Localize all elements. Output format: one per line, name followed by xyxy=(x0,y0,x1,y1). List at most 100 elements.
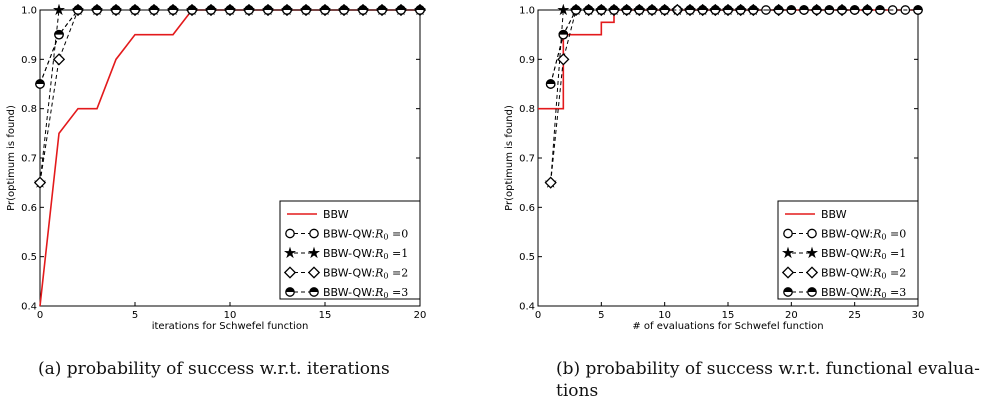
data-point-bbw-qw-r0-3 xyxy=(339,5,349,15)
data-point-bbw-qw-r0-3 xyxy=(685,5,695,15)
marker-fill xyxy=(913,5,923,10)
data-point-bbw-qw-r0-3 xyxy=(773,5,784,15)
legend-marker-bbw-qw-r0-1 xyxy=(805,246,819,259)
y-tick-label: 0.6 xyxy=(21,203,37,214)
legend-marker-bbw-qw-r0-0 xyxy=(807,228,817,239)
data-point-bbw-qw-r0-3 xyxy=(862,5,873,15)
plot-area xyxy=(538,4,923,189)
marker-fill xyxy=(698,5,707,10)
data-point-bbw-qw-r0-3 xyxy=(735,5,746,15)
marker-fill xyxy=(850,5,859,10)
y-tick-label: 0.7 xyxy=(21,154,37,165)
marker-fill xyxy=(320,5,330,10)
x-tick-label: 20 xyxy=(785,310,798,321)
data-point-bbw-qw-r0-3 xyxy=(824,5,835,15)
data-point-bbw-qw-r0-1 xyxy=(52,4,66,16)
data-point-bbw-qw-r0-3 xyxy=(571,5,581,15)
y-tick-label: 0.4 xyxy=(519,302,535,313)
marker-fill xyxy=(825,5,834,10)
y-tick-label: 0.6 xyxy=(519,203,535,214)
marker-fill xyxy=(149,5,159,10)
legend-marker-bbw-qw-r0-3 xyxy=(309,287,319,297)
x-tick-label: 0 xyxy=(535,310,541,321)
x-tick-label: 30 xyxy=(912,310,925,321)
x-tick-label: 10 xyxy=(658,310,671,321)
legend-label-bbw: BBW xyxy=(821,208,847,221)
data-point-bbw-qw-r0-3 xyxy=(73,5,83,15)
marker-fill xyxy=(635,5,644,10)
marker-fill xyxy=(187,5,197,10)
data-point-bbw-qw-r0-2 xyxy=(544,176,557,189)
legend-frame xyxy=(279,200,421,300)
legend-frame xyxy=(777,200,919,300)
legend-marker-bbw-qw-r0-0 xyxy=(285,228,295,239)
marker-fill xyxy=(377,5,387,10)
marker-fill xyxy=(285,287,295,292)
marker-fill xyxy=(339,5,349,10)
legend-marker-bbw-qw-r0-2 xyxy=(805,266,819,279)
marker-fill xyxy=(130,5,140,10)
x-tick-label: 25 xyxy=(848,310,861,321)
data-point-bbw-qw-r0-3 xyxy=(558,29,569,40)
data-point-bbw-qw-r0-3 xyxy=(659,5,670,15)
data-point-bbw-qw-r0-3 xyxy=(748,5,759,15)
data-point-bbw-qw-r0-3 xyxy=(583,5,594,15)
data-point-bbw-qw-r0-3 xyxy=(799,5,809,15)
legend-marker-bbw-qw-r0-0 xyxy=(309,228,319,239)
data-point-bbw-qw-r0-3 xyxy=(396,5,406,15)
data-point-bbw-qw-r0-3 xyxy=(301,5,311,15)
data-point-bbw-qw-r0-3 xyxy=(358,5,368,15)
y-tick-label: 1.0 xyxy=(21,6,37,17)
marker-fill xyxy=(875,5,885,10)
legend-marker-bbw-qw-r0-0 xyxy=(783,228,793,239)
data-point-bbw-qw-r0-2 xyxy=(671,4,684,17)
data-point-bbw-qw-r0-3 xyxy=(168,5,178,15)
marker-fill xyxy=(807,287,817,292)
legend-marker-bbw-qw-r0-2 xyxy=(307,266,321,279)
marker-fill xyxy=(647,5,657,10)
data-point-bbw-qw-r0-3 xyxy=(92,5,102,15)
data-point-bbw-qw-r0-3 xyxy=(837,5,847,15)
marker-fill xyxy=(736,5,745,10)
x-tick-label: 20 xyxy=(414,310,427,321)
data-point-bbw-qw-r0-3 xyxy=(647,5,657,15)
marker-fill xyxy=(749,5,758,10)
legend: BBW BBW-QW:R0 =0 BBW-QW:R0 =1 BBW-QW:R0 =2 B… xyxy=(777,200,919,300)
legend-label-bbw: BBW xyxy=(323,208,349,221)
marker-fill xyxy=(309,287,319,292)
data-point-bbw-qw-r0-3 xyxy=(282,5,292,15)
data-point-bbw-qw-r0-3 xyxy=(849,5,860,15)
chart-b-svg: 0.4 0.5 0.6 0.7 0.8 0.9 1.0 0 5 10 15 20 25 30 # of ev… xyxy=(504,4,925,332)
y-tick-label: 0.5 xyxy=(21,252,37,263)
legend-label-bbw-qw-r0-0: BBW-QW:R0 =0 xyxy=(323,228,408,242)
caption-a: (a) probability of success w.r.t. iterat… xyxy=(38,359,390,379)
legend-label-bbw-qw-r0-3: BBW-QW:R0 =3 xyxy=(821,286,906,300)
data-point-bbw-qw-r0-3 xyxy=(786,5,797,15)
data-point-bbw-qw-r0-3 xyxy=(596,5,607,15)
y-tick-label: 0.8 xyxy=(21,104,37,115)
data-point-bbw-qw-r0-3 xyxy=(263,5,273,15)
marker-fill xyxy=(837,5,847,10)
data-point-bbw-qw-r0-3 xyxy=(875,5,885,15)
data-point-bbw-qw-r0-3 xyxy=(415,5,425,15)
marker-fill xyxy=(225,5,235,10)
marker-fill xyxy=(73,5,83,10)
marker-fill xyxy=(622,5,631,10)
data-point-bbw-qw-r0-3 xyxy=(320,5,330,15)
legend-marker-bbw-qw-r0-3 xyxy=(807,287,817,297)
x-axis-label: iterations for Schwefel function xyxy=(152,321,309,330)
caption-b: (b) probability of success w.r.t. functi… xyxy=(556,359,980,401)
data-point-bbw-qw-r0-3 xyxy=(54,29,64,40)
marker-fill xyxy=(559,30,568,35)
x-axis-label: # of evaluations for Schwefel function xyxy=(632,321,823,330)
y-tick-label: 0.7 xyxy=(519,154,535,165)
marker-fill xyxy=(415,5,425,10)
legend-label-bbw-qw-r0-1: BBW-QW:R0 =1 xyxy=(821,247,906,261)
data-point-bbw-qw-r0-3 xyxy=(244,5,254,15)
legend-marker-bbw-qw-r0-1 xyxy=(283,246,297,259)
data-point-bbw-qw-r0-3 xyxy=(149,5,159,15)
marker-fill xyxy=(301,5,311,10)
data-point-bbw-qw-r0-2 xyxy=(34,176,47,189)
data-point-bbw-qw-r0-1 xyxy=(557,4,570,16)
data-point-bbw-qw-r0-3 xyxy=(545,79,556,89)
